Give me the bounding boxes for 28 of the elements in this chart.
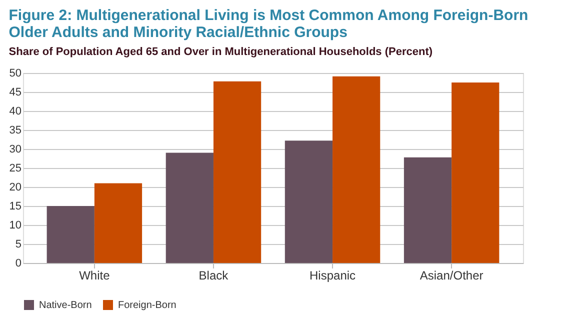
bar [94, 183, 142, 263]
y-tick-label: 20 [9, 182, 22, 194]
y-tick-label: 50 [9, 68, 22, 80]
bar [404, 157, 452, 263]
y-tick-label: 25 [9, 162, 22, 174]
bar [284, 140, 333, 263]
y-tick-label: 35 [9, 124, 22, 136]
y-tick-label: 30 [9, 144, 22, 156]
text: Figure 2: Multigenerational Living is Most Common Among Foreign-Born [8, 7, 528, 24]
text: Older Adults and Minority Racial/Ethnic Groups [8, 24, 348, 41]
y-tick-label: 40 [9, 106, 22, 118]
y-tick-label: 10 [9, 220, 22, 232]
x-tick-label: White [79, 268, 110, 282]
y-tick-label: 45 [9, 86, 22, 98]
bar [213, 81, 262, 263]
legend-label: Foreign-Born [118, 300, 176, 311]
bar [46, 206, 94, 263]
y-tick-label: 15 [9, 200, 22, 212]
bar [166, 152, 214, 263]
legend-label: Native-Born [39, 300, 92, 311]
x-tick-label: Asian/Other [420, 268, 484, 282]
bar [452, 82, 500, 263]
bar [332, 76, 380, 263]
chart-subtitle: Share of Population Aged 65 and Over in Multigenerational Households (Percent) [8, 46, 433, 58]
y-tick-label: 5 [15, 238, 22, 250]
y-tick-label: 0 [15, 258, 22, 270]
x-tick-label: Hispanic [310, 268, 356, 282]
x-tick-label: Black [198, 268, 230, 282]
